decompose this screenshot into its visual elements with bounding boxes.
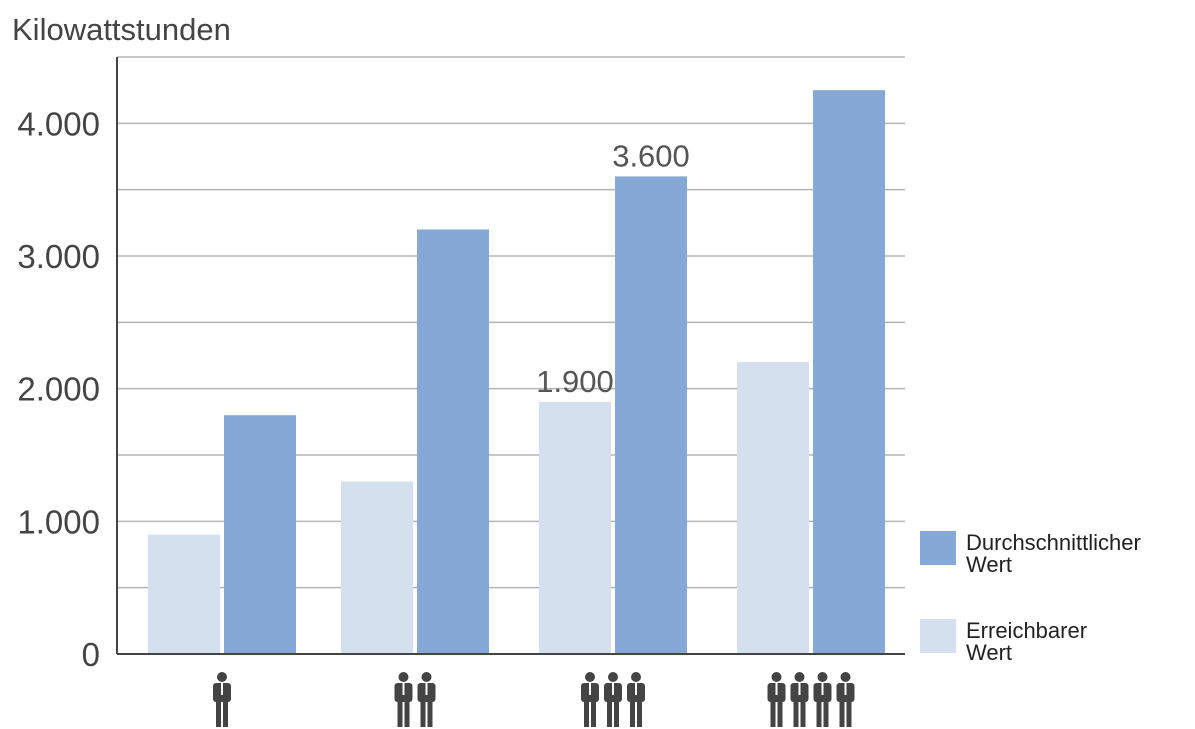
person-icon — [836, 672, 855, 727]
data-label: 1.900 — [536, 364, 614, 399]
x-axis-icons — [213, 672, 855, 727]
legend-swatch — [920, 619, 956, 653]
axes — [116, 57, 905, 655]
y-tick-label: 4.000 — [17, 105, 100, 142]
legend-label: Erreichbarer — [966, 618, 1087, 643]
person-icon — [813, 672, 832, 727]
y-axis-ticks: 0 1.000 2.000 3.000 4.000 — [17, 105, 100, 673]
person-icon — [790, 672, 809, 727]
bar-erreichbar-3 — [539, 401, 611, 654]
y-tick-label: 1.000 — [17, 503, 100, 540]
bar-durchschnitt-1 — [224, 415, 296, 654]
person-icon — [213, 672, 231, 727]
person-icon — [627, 672, 645, 727]
person-icon — [581, 672, 599, 727]
person-icon — [767, 672, 786, 727]
bar-erreichbar-4 — [737, 362, 809, 654]
legend-swatch — [920, 531, 956, 565]
y-tick-label: 3.000 — [17, 238, 100, 275]
legend-label: Wert — [966, 552, 1012, 577]
legend-label: Wert — [966, 640, 1012, 665]
data-label: 3.600 — [612, 138, 690, 173]
y-tick-label: 0 — [82, 636, 100, 673]
bar-durchschnitt-4 — [813, 90, 885, 654]
bar-durchschnitt-3 — [615, 176, 687, 654]
y-tick-label: 2.000 — [17, 371, 100, 408]
legend-label: Durchschnittlicher — [966, 530, 1141, 555]
y-axis-title: Kilowattstunden — [12, 12, 231, 47]
person-icon — [394, 672, 413, 727]
data-labels: 1.900 3.600 — [536, 138, 690, 399]
bars — [148, 90, 885, 654]
bar-erreichbar-2 — [341, 481, 413, 654]
person-icon — [604, 672, 622, 727]
person-icon — [417, 672, 436, 727]
bar-erreichbar-1 — [148, 534, 220, 654]
bar-durchschnitt-2 — [417, 229, 489, 654]
